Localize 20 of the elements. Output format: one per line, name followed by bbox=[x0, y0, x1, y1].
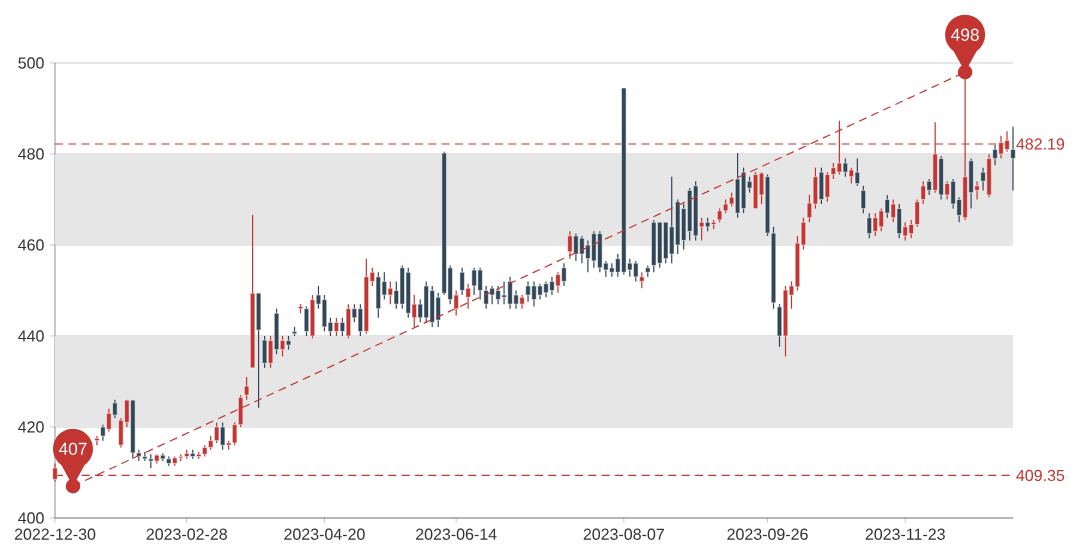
ref-line-label: 482.19 bbox=[1016, 138, 1065, 150]
ref-line-label: 409.35 bbox=[1016, 469, 1065, 482]
y-tick-label: 460 bbox=[18, 239, 44, 251]
candlestick bbox=[94, 435, 100, 446]
annotation: 498 bbox=[951, 28, 979, 41]
x-tick-label: 2023-06-14 bbox=[416, 528, 497, 540]
candlestick bbox=[860, 185, 866, 214]
x-tick-label: 2023-02-28 bbox=[146, 528, 227, 540]
x-tick-label: 2023-11-23 bbox=[865, 528, 945, 540]
x-tick-label: 2023-09-26 bbox=[727, 528, 808, 540]
x-tick-label: 2023-04-20 bbox=[284, 528, 365, 540]
y-tick-label: 400 bbox=[18, 512, 44, 524]
y-tick-label: 480 bbox=[18, 148, 44, 160]
x-tick-label: 2022-12-30 bbox=[14, 528, 96, 540]
y-tick-label: 440 bbox=[18, 330, 44, 342]
candlestick bbox=[244, 376, 250, 401]
x-tick-label: 2023-08-07 bbox=[583, 528, 664, 540]
y-tick-label: 420 bbox=[18, 421, 44, 433]
y-tick-label: 500 bbox=[18, 57, 44, 69]
annotation: 407 bbox=[58, 442, 87, 455]
